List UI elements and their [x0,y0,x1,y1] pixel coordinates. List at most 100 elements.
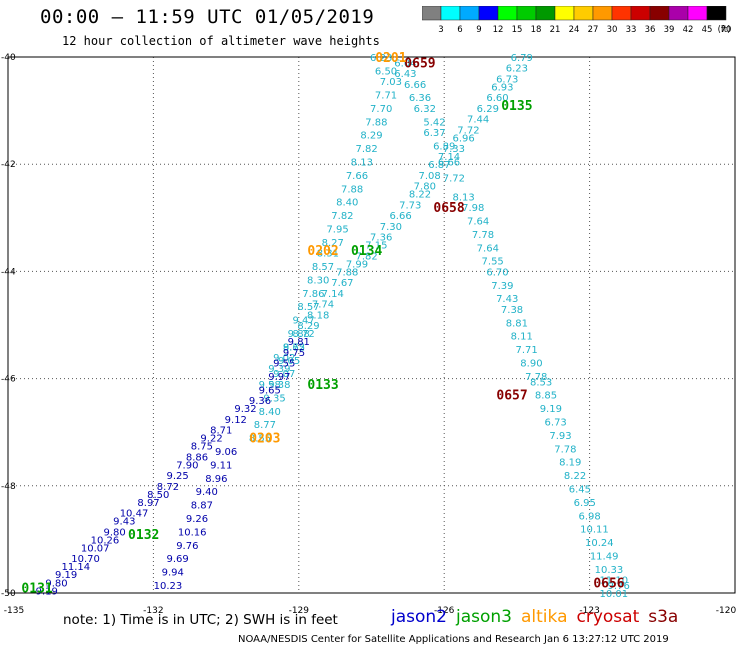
swh-value: 9.80 [103,527,125,538]
swh-value: 8.53 [530,377,552,388]
legend-cryosat: cryosat [576,607,640,627]
swh-value: 7.98 [462,203,484,214]
swh-value: 8.40 [336,198,358,209]
swh-value: 7.67 [331,278,353,289]
plot-frame [7,56,736,594]
series-0135: 6.796.236.736.936.606.297.447.726.967.33… [259,53,533,391]
swh-value: 7.95 [326,225,348,236]
swh-value: 8.86 [186,452,208,463]
y-tick-label: -40 [1,53,16,63]
swh-value: 8.77 [254,420,276,431]
swh-value: 9.62 [283,342,305,353]
swh-value: 6.66 [438,158,460,169]
swh-value: 8.96 [205,474,227,485]
pass-label: 0202 [307,244,338,259]
swh-value: 6.89 [433,141,455,152]
colorbar-unit: (ft) [718,25,731,35]
swh-value: 10.16 [178,527,207,538]
colorbar-label: 27 [588,25,599,35]
swh-value: 9.25 [167,471,189,482]
colorbar-label: 42 [683,25,694,35]
swh-value: 9.12 [225,415,247,426]
swh-value: 7.82 [356,144,378,155]
swh-value: 9.39 [268,364,290,375]
swh-value: 8.11 [511,332,533,343]
swh-value: 9.40 [196,487,218,498]
swh-value: 9.32 [234,404,256,415]
colorbar-label: 12 [493,25,504,35]
pass-label: 0658 [433,201,464,216]
swh-value: 9.35 [263,393,285,404]
swh-value: 8.90 [520,359,542,370]
series-0201: 6.23 6.507.03 7.71 7.70 7.88 8.29 7.82 8.13 7.66… [249,53,402,445]
swh-value: 7.78 [472,230,494,241]
swh-value: 9.19 [55,570,77,581]
swh-value: 6.95 [574,498,596,509]
swh-value: 7.82 [331,211,353,222]
swh-value: 8.57 [297,302,319,313]
swh-value: 8.30 [307,275,329,286]
swh-value: 7.72 [457,125,479,136]
colorbar-label: 18 [531,25,542,35]
swh-value: 7.73 [399,200,421,211]
swh-value: 7.44 [467,115,489,126]
swh-value: 6.37 [423,128,445,139]
swh-value: 9.02 [273,353,295,364]
swh-value: 8.97 [137,498,159,509]
swh-value: 9.97 [268,372,290,383]
swh-value: 8.50 [147,490,169,501]
swh-value: 7.86 [302,289,324,300]
swh-value: 10.11 [580,525,609,536]
footer-credit: NOAA/NESDIS Center for Satellite Applica… [238,634,669,645]
swh-value: 11.14 [62,562,91,573]
swh-value: 8.81 [506,318,528,329]
swh-value: 6.73 [545,417,567,428]
swh-value: 6.87 [428,160,450,171]
colorbar-swatch [668,6,689,21]
swh-value: 9.76 [608,581,630,592]
swh-value: 10.01 [600,589,629,600]
colorbar-swatch [497,6,518,21]
y-tick-label: -42 [1,160,16,170]
swh-value: 10.33 [595,565,624,576]
swh-value: 8.55 [249,434,271,445]
swh-value: 8.85 [535,391,557,402]
chart-subtitle: 12 hour collection of altimeter wave hei… [62,34,380,48]
swh-value: 6.36 [409,93,431,104]
colorbar-label: 6 [457,25,462,35]
colorbar-label: 45 [702,25,713,35]
swh-value: 9.43 [113,517,135,528]
swh-value: 8.19 [559,458,581,469]
swh-value: 7.80 [414,182,436,193]
swh-value: 6.66 [404,80,426,91]
swh-value: 9.05 [278,356,300,367]
swh-value: 8.27 [322,238,344,249]
swh-value: 7.38 [501,305,523,316]
colorbar-swatch [535,6,556,21]
swh-value: 9.94 [162,568,184,579]
swh-value: 6.43 [394,69,416,80]
swh-value: 7.88 [365,117,387,128]
swh-value: 8.31 [317,249,339,260]
swh-value: 6.60 [486,93,508,104]
swh-value: 6.32 [414,104,436,115]
swh-value: 9.06 [215,447,237,458]
colorbar-swatch [459,6,480,21]
swh-value: 8.29 [360,131,382,142]
colorbar-swatch [649,6,670,21]
swh-value: 7.03 [380,77,402,88]
swh-value: 7.71 [375,91,397,102]
swh-value: 7.99 [346,259,368,270]
colorbar-label: 9 [476,25,481,35]
x-tick-label: -120 [716,606,737,616]
colorbar-label: 15 [512,25,523,35]
swh-value: 7.72 [443,174,465,185]
swh-value: 6.04 [394,58,416,69]
swh-value: 10.23 [154,581,183,592]
swh-value: 10.07 [81,543,110,554]
swh-value: 10.47 [120,509,149,520]
legend-altika: altika [521,607,568,627]
chart-axes: -135 -132 -129 -126 -123 -120 -40 -42 -44 -46 -48 -… [1,53,736,616]
swh-value: 6.98 [578,511,600,522]
